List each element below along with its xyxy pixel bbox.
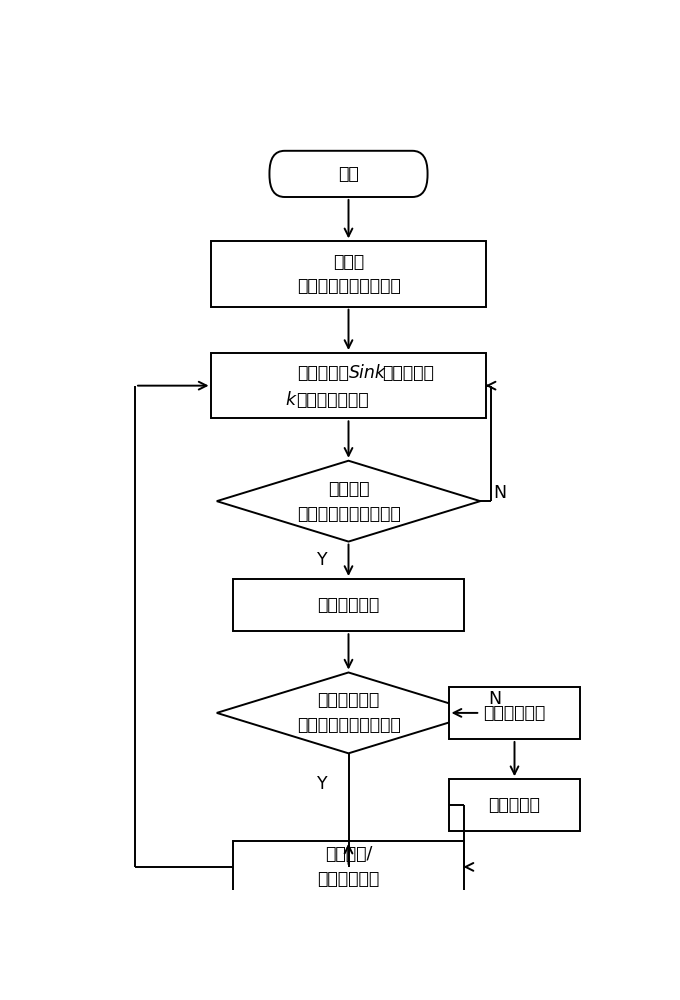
Text: 开启学习模块: 开启学习模块	[483, 704, 545, 722]
Bar	[449, 687, 581, 739]
Text: 检测模块
检测是否有故障节点？: 检测模块 检测是否有故障节点？	[296, 480, 401, 523]
Text: Y: Y	[317, 775, 328, 793]
Bar	[211, 353, 486, 418]
Polygon shape	[217, 461, 480, 542]
FancyBboxPatch shape	[269, 151, 428, 197]
Bar	[211, 241, 486, 307]
Text: 节点间形成: 节点间形成	[381, 364, 434, 382]
Bar	[233, 579, 464, 631]
Bar	[233, 841, 464, 893]
Text: 初始化
可充电无线传感器网络: 初始化 可充电无线传感器网络	[296, 252, 401, 296]
Text: 开始: 开始	[338, 165, 359, 183]
Text: Y: Y	[317, 551, 328, 569]
Polygon shape	[217, 672, 480, 753]
Text: Sink: Sink	[348, 364, 386, 382]
Text: 开启应答模块: 开启应答模块	[318, 596, 379, 614]
Text: 条不相交的路由: 条不相交的路由	[296, 391, 369, 409]
Text: 修复路由/
备份路由更换: 修复路由/ 备份路由更换	[318, 845, 379, 888]
Text: 故障节点是否
与记忆库内容相匹配？: 故障节点是否 与记忆库内容相匹配？	[296, 691, 401, 734]
Text: k: k	[286, 391, 295, 409]
Text: 在源节点与: 在源节点与	[296, 364, 348, 382]
Text: N: N	[488, 690, 501, 708]
Text: 更新记忆库: 更新记忆库	[488, 796, 541, 814]
Text: N: N	[494, 484, 507, 502]
Bar	[449, 779, 581, 831]
